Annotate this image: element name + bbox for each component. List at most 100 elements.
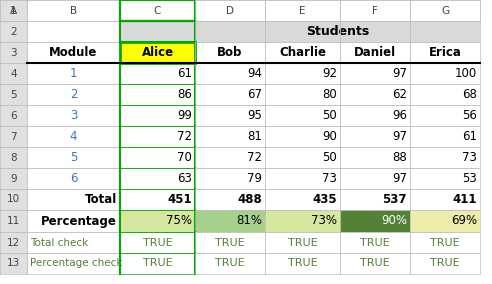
Text: 72: 72: [247, 151, 262, 164]
Text: 4: 4: [70, 130, 77, 143]
Text: 100: 100: [455, 67, 477, 80]
Bar: [195, 0, 265, 21]
Bar: [120, 232, 195, 253]
Bar: [0, 253, 27, 274]
Text: 50: 50: [322, 151, 337, 164]
Text: 97: 97: [392, 172, 407, 185]
Text: 80: 80: [322, 88, 337, 101]
Bar: [195, 189, 265, 210]
Bar: [340, 168, 410, 189]
Bar: [27, 84, 120, 105]
Text: 7: 7: [10, 131, 17, 141]
Bar: [265, 84, 340, 105]
Bar: [0, 63, 27, 84]
Bar: [120, 147, 195, 168]
Bar: [265, 42, 340, 63]
Bar: [120, 21, 195, 42]
Text: 75%: 75%: [166, 214, 192, 227]
Bar: [27, 126, 120, 147]
Bar: [120, 105, 195, 126]
Bar: [120, 42, 195, 63]
Text: 8: 8: [10, 153, 17, 162]
Text: 73: 73: [462, 151, 477, 164]
Bar: [195, 232, 265, 253]
Text: Bob: Bob: [217, 46, 243, 59]
Text: 90%: 90%: [381, 214, 407, 227]
Bar: [0, 232, 27, 253]
Bar: [0, 189, 27, 210]
Bar: [340, 0, 410, 21]
Text: 79: 79: [247, 172, 262, 185]
Text: Percentage: Percentage: [41, 214, 117, 227]
Text: Total check: Total check: [30, 237, 88, 247]
Text: 73%: 73%: [311, 214, 337, 227]
Text: 81: 81: [247, 130, 262, 143]
Bar: [195, 63, 265, 84]
Text: A: A: [10, 5, 17, 16]
Bar: [265, 253, 340, 274]
Text: TRUE: TRUE: [288, 237, 317, 247]
Bar: [120, 63, 195, 84]
Text: 488: 488: [237, 193, 262, 206]
Bar: [340, 232, 410, 253]
Text: 6: 6: [10, 110, 17, 120]
Bar: [27, 147, 120, 168]
Bar: [195, 168, 265, 189]
Text: Erica: Erica: [429, 46, 461, 59]
Bar: [27, 232, 120, 253]
Bar: [0, 42, 27, 63]
Text: 94: 94: [247, 67, 262, 80]
Text: Alice: Alice: [141, 46, 174, 59]
Bar: [120, 210, 195, 232]
Text: 50: 50: [322, 109, 337, 122]
Text: 73: 73: [322, 172, 337, 185]
Text: Module: Module: [49, 46, 98, 59]
Text: Daniel: Daniel: [354, 46, 396, 59]
Text: Total: Total: [85, 193, 117, 206]
Bar: [340, 84, 410, 105]
Text: C: C: [154, 5, 161, 16]
Text: Charlie: Charlie: [279, 46, 326, 59]
Bar: [0, 21, 27, 42]
Bar: [120, 189, 195, 210]
Bar: [195, 84, 265, 105]
Text: 62: 62: [392, 88, 407, 101]
Text: 95: 95: [247, 109, 262, 122]
Bar: [195, 126, 265, 147]
Text: 12: 12: [7, 237, 20, 247]
Text: 86: 86: [177, 88, 192, 101]
Text: 81%: 81%: [236, 214, 262, 227]
Bar: [265, 147, 340, 168]
Bar: [195, 21, 480, 42]
Bar: [27, 63, 120, 84]
Bar: [27, 0, 120, 21]
Bar: [410, 147, 480, 168]
Bar: [410, 232, 480, 253]
Bar: [340, 253, 410, 274]
Bar: [340, 126, 410, 147]
Text: E: E: [299, 5, 306, 16]
Bar: [27, 253, 120, 274]
Text: 10: 10: [7, 195, 20, 204]
Bar: [0, 0, 27, 21]
Text: 61: 61: [177, 67, 192, 80]
Text: 56: 56: [462, 109, 477, 122]
Bar: [410, 189, 480, 210]
Text: TRUE: TRUE: [430, 258, 460, 268]
Bar: [27, 210, 120, 232]
Text: 411: 411: [453, 193, 477, 206]
Bar: [410, 105, 480, 126]
Text: TRUE: TRUE: [215, 237, 245, 247]
Text: 9: 9: [10, 174, 17, 183]
Bar: [410, 42, 480, 63]
Bar: [27, 168, 120, 189]
Bar: [195, 147, 265, 168]
Bar: [410, 0, 480, 21]
Bar: [410, 84, 480, 105]
Text: 3: 3: [10, 47, 17, 57]
Text: 13: 13: [7, 258, 20, 268]
Text: D: D: [226, 5, 234, 16]
Bar: [27, 189, 120, 210]
Bar: [0, 126, 27, 147]
Text: 97: 97: [392, 67, 407, 80]
